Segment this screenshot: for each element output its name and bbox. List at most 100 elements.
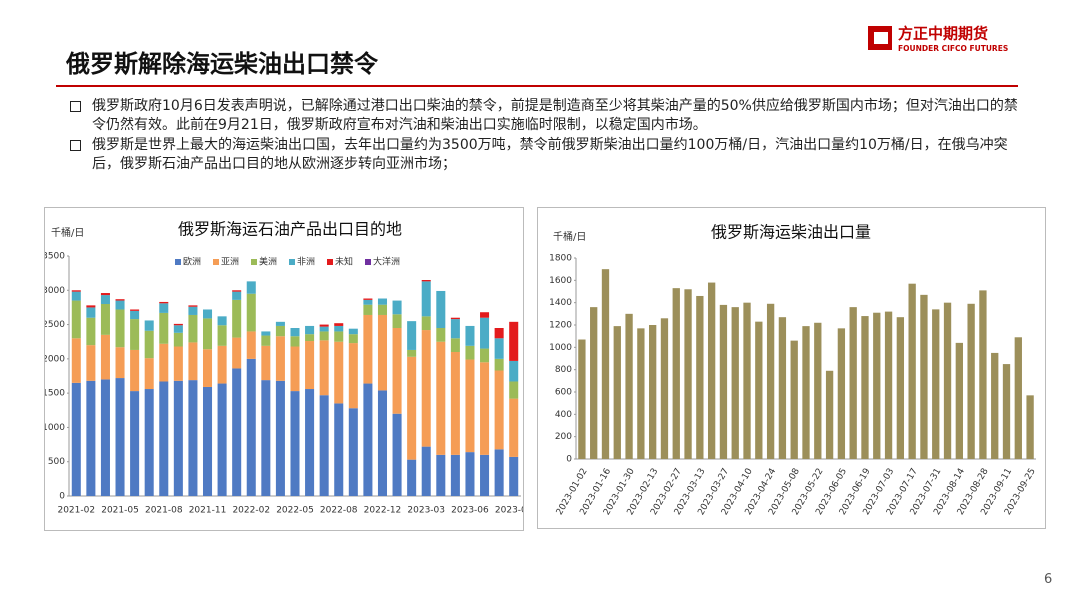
bar-segment [130,319,140,350]
bar-segment [436,341,446,455]
y-tick-label: 500 [48,457,65,467]
bar-segment [509,398,519,457]
legend-label: 非洲 [297,256,315,268]
bar [743,302,751,459]
bar-segment [130,391,140,496]
bar-segment [377,314,388,391]
x-tick-label: 2021-02 [57,506,95,516]
legend-swatch [213,259,219,265]
bar-segment [144,330,154,359]
bar [649,325,657,459]
bar [943,302,952,459]
bar-segment [436,454,446,496]
bar-segment [144,320,154,331]
y-tick-label: 2000 [44,354,65,364]
bar-segment [217,325,227,346]
bar [825,370,834,459]
bar-segment [217,345,227,384]
y-tick-label: 1000 [44,423,65,433]
bar-segment [421,446,431,496]
title-rule [56,85,1018,87]
chart-title: 俄罗斯海运柴油出口量 [711,223,871,242]
bar-segment [305,334,315,342]
bar-segment [71,338,81,383]
bar-segment [319,331,329,341]
y-tick-label: 1600 [549,276,572,286]
bar-segment [319,326,329,332]
bullet: 俄罗斯是世界上最大的海运柴油出口国，去年出口量约为3500万吨，禁令前俄罗斯柴油… [70,136,1030,174]
bar-segment [188,342,198,381]
bar-segment [377,390,388,496]
bar-segment [115,309,125,348]
bar-segment [130,310,140,320]
bar [1002,364,1011,459]
bar-segment [261,380,271,496]
bullet-text: 俄罗斯政府10月6日发表声明说，已解除通过港口出口柴油的禁令，前提是制造商至少将… [92,98,1018,133]
legend-swatch [251,259,257,265]
legend-swatch [289,259,295,265]
bar-segment [86,380,96,496]
bar-segment [261,335,271,346]
bar-segment [334,403,344,496]
bar-segment [494,449,504,496]
bar-segment [173,325,183,333]
bar [1014,337,1022,459]
bar-segment [465,345,475,360]
logo: 方正中期期货 FOUNDER CIFCO FUTURES [868,25,1008,53]
bar-segment [348,328,358,335]
bar-segment [436,290,446,328]
bar-segment [173,323,183,326]
bar [873,312,881,459]
bar-segment [159,343,169,382]
bar-segment [392,328,402,414]
y-tick-label: 1800 [549,254,572,264]
bar [660,318,669,459]
y-tick-label: 3500 [44,252,65,262]
bar-segment [71,300,81,339]
bar-segment [319,340,329,396]
x-tick-label: 2023-03 [407,506,445,516]
bar [766,303,775,459]
x-tick-label: 2022-08 [320,506,358,516]
bar-segment [392,300,402,315]
bar-segment [173,380,183,496]
page-number: 6 [1044,572,1053,587]
bar-segment [115,300,125,310]
bar [861,316,869,459]
bar-segment [319,395,329,496]
bar-segment [305,325,315,335]
bar-segment [173,346,183,381]
bar-segment [159,381,169,496]
bar [578,339,586,459]
bar-segment [217,316,227,326]
logo-name: 方正中期期货 [898,25,988,43]
y-tick-label: 1500 [44,389,65,399]
bar-segment [334,325,344,332]
bar [790,340,798,459]
bar-segment [407,321,417,350]
bar-segment [334,331,344,342]
bar [601,269,610,459]
bar [814,322,822,459]
bar-segment [465,452,475,496]
bar-segment [334,323,344,326]
bar-segment [509,456,519,496]
bar-segment [100,304,110,335]
legend-label: 未知 [335,256,353,268]
bar [778,317,787,459]
x-tick-label: 2021-08 [145,506,183,516]
bar-segment [115,347,125,379]
bar-segment [159,312,169,344]
chart-panel: 俄罗斯海运柴油出口量 千桶/日 0 200 400 600 800 1000 1200 1400 1… [537,207,1046,529]
bar [920,294,928,459]
bar-segment [188,306,198,315]
bar-segment [407,459,417,496]
bar-segment [480,317,490,349]
chart-panel: 俄罗斯海运石油产品出口目的地 千桶/日 0 500 1000 1500 2000 2500 30… [44,207,524,531]
bar-segment [290,391,300,496]
bar [613,326,621,459]
bar-segment [246,358,256,496]
bar-segment [130,309,140,311]
bar-segment [232,290,242,292]
